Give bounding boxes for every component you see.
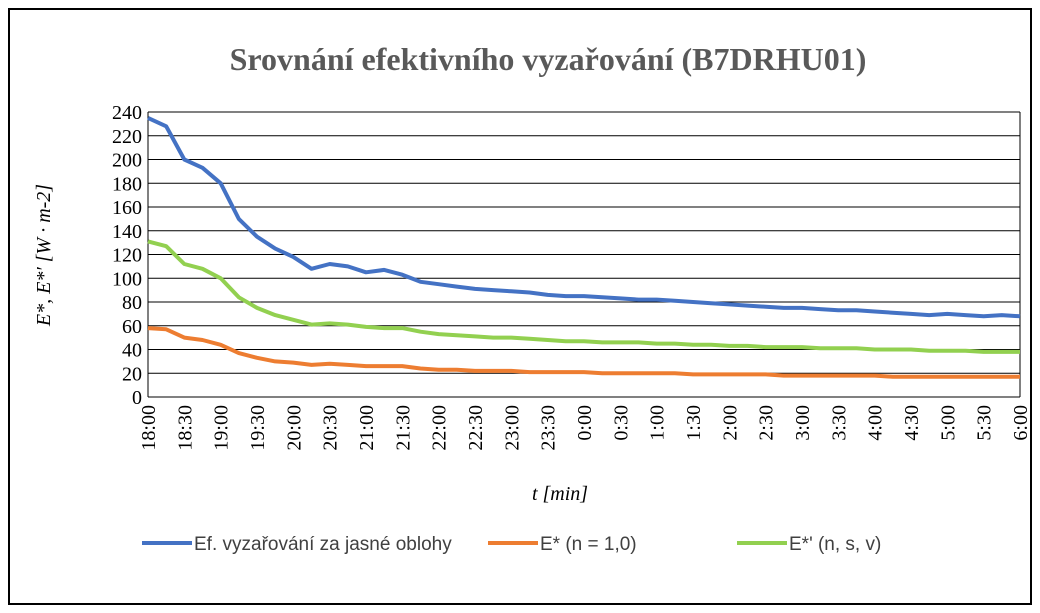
x-tick-label: 3:30 [828, 405, 850, 441]
x-tick-label: 5:00 [937, 405, 959, 441]
y-tick-label: 200 [112, 150, 142, 172]
series-line [147, 326, 1020, 379]
y-tick-label: 180 [112, 173, 142, 195]
x-tick-label: 23:00 [501, 405, 523, 451]
x-tick-label: 21:30 [392, 405, 414, 451]
series-line [147, 239, 1020, 354]
x-tick-label: 4:00 [865, 405, 887, 441]
y-tick-label: 160 [112, 197, 142, 219]
x-tick-label: 4:30 [901, 405, 923, 441]
y-tick-label: 60 [122, 316, 142, 338]
x-tick-label: 6:00 [1010, 405, 1032, 441]
legend-label: Ef. vyzařování za jasné oblohy [194, 534, 452, 555]
legend-label: E* (n = 1,0) [540, 534, 637, 555]
x-tick-label: 20:30 [320, 405, 342, 451]
x-tick-label: 19:30 [247, 405, 269, 451]
chart-frame [8, 8, 1032, 605]
y-tick-label: 0 [132, 387, 142, 409]
x-tick-label: 18:30 [174, 405, 196, 451]
x-tick-label: 23:30 [538, 405, 560, 451]
x-tick-label: 22:30 [465, 405, 487, 451]
x-tick-label: 2:00 [719, 405, 741, 441]
y-tick-label: 40 [122, 340, 142, 362]
x-tick-label: 0:00 [574, 405, 596, 441]
y-tick-label: 220 [112, 126, 142, 148]
x-tick-label: 1:00 [647, 405, 669, 441]
x-tick-label: 2:30 [756, 405, 778, 441]
legend-label: E*' (n, s, v) [789, 534, 881, 555]
y-axis-label: E*, E*′ [W · m-2] [33, 184, 55, 327]
y-tick-label: 20 [122, 363, 142, 385]
y-tick-label: 240 [112, 102, 142, 124]
x-tick-label: 1:30 [683, 405, 705, 441]
chart-title: Srovnání efektivního vyzařování (B7DRHU0… [230, 41, 867, 77]
x-tick-label: 20:00 [283, 405, 305, 451]
x-tick-label: 19:00 [211, 405, 233, 451]
x-axis-label: t [min] [532, 483, 588, 505]
x-tick-label: 22:00 [429, 405, 451, 451]
y-tick-label: 140 [112, 221, 142, 243]
x-tick-label: 5:30 [974, 405, 996, 441]
y-tick-label: 80 [122, 292, 142, 314]
x-tick-label: 3:00 [792, 405, 814, 441]
x-tick-label: 21:00 [356, 405, 378, 451]
y-tick-label: 100 [112, 268, 142, 290]
y-tick-label: 120 [112, 245, 142, 267]
x-tick-label: 0:30 [610, 405, 632, 441]
x-tick-label: 18:00 [138, 405, 160, 451]
series-line [147, 116, 1021, 319]
